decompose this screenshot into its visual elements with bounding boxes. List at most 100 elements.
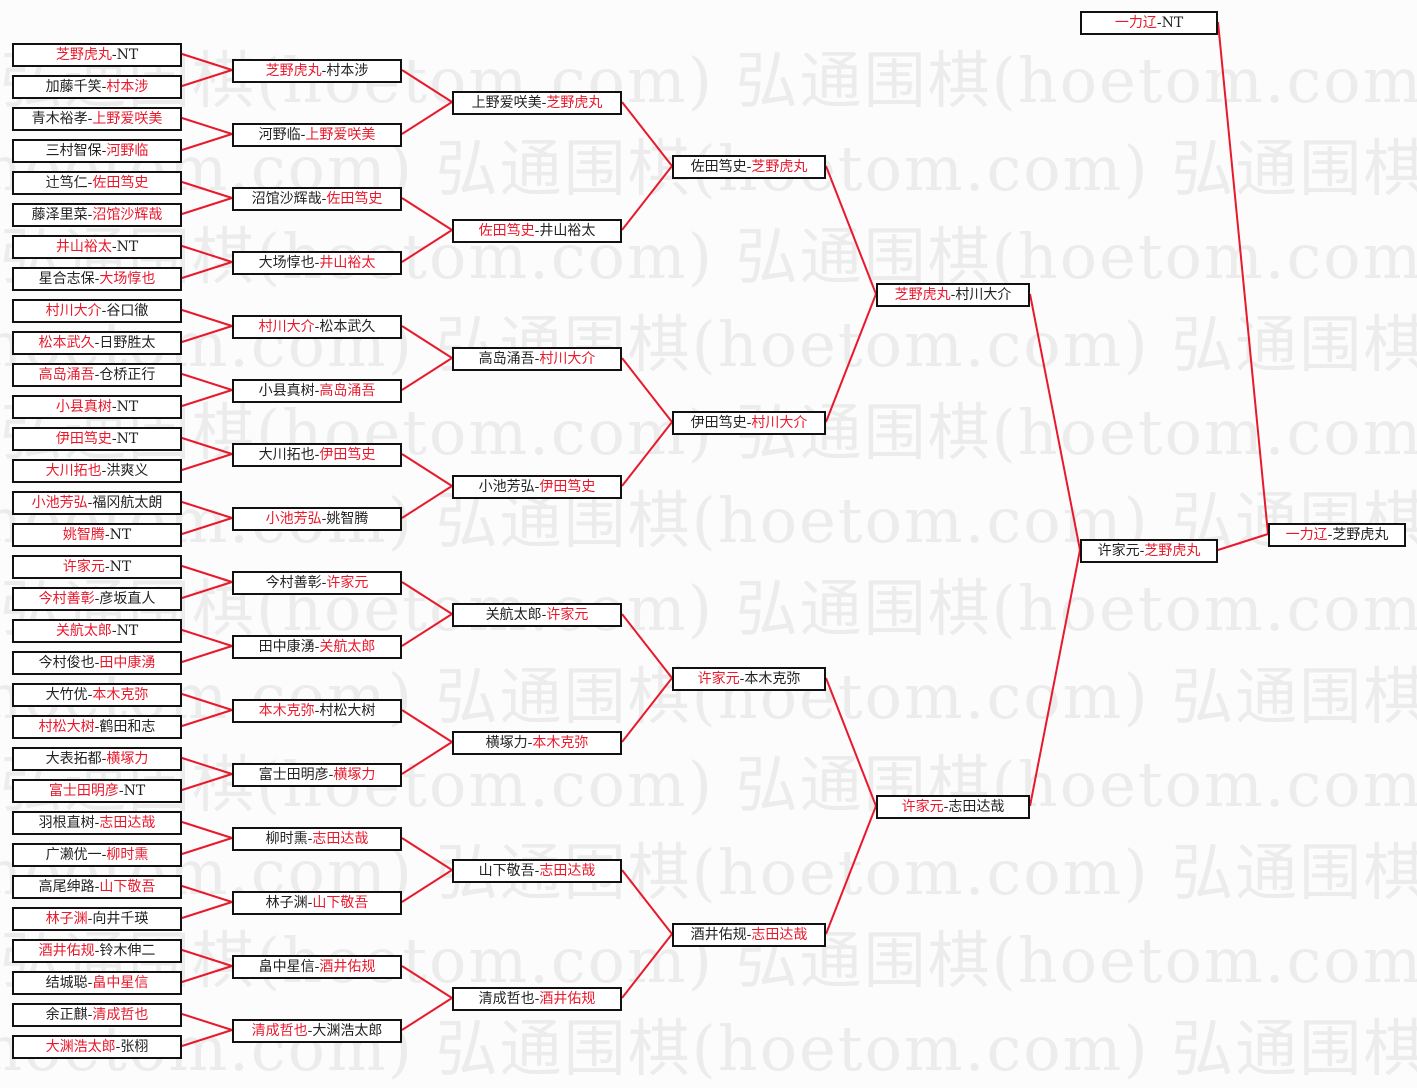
separator: - bbox=[87, 495, 93, 511]
player-name: 许家元 bbox=[901, 799, 944, 815]
player-name: 羽根直树 bbox=[38, 815, 95, 831]
connector-line bbox=[825, 677, 877, 807]
match-box-round-1: 松本武久 - 日野胜太 bbox=[12, 331, 182, 355]
player-name: 芝野虎丸 bbox=[1332, 527, 1389, 543]
player-name: 伊田笃史 bbox=[539, 479, 596, 495]
player-name: 村川大介 bbox=[955, 287, 1012, 303]
player-name: 福冈航太朗 bbox=[92, 495, 163, 511]
player-name: 芝野虎丸 bbox=[1144, 543, 1201, 559]
player-name: 畠中星信 bbox=[258, 959, 315, 975]
separator: - bbox=[314, 447, 320, 463]
separator: - bbox=[328, 767, 334, 783]
separator: - bbox=[94, 335, 100, 351]
separator: - bbox=[101, 143, 107, 159]
match-box-round-5: 许家元 - 志田达哉 bbox=[876, 795, 1030, 819]
player-name: 大川拓也 bbox=[258, 447, 315, 463]
connector-line bbox=[401, 997, 453, 1031]
player-name: 伊田笃史 bbox=[55, 431, 112, 447]
player-name: 一力辽 bbox=[1114, 15, 1157, 31]
separator: - bbox=[541, 607, 547, 623]
connector-line bbox=[401, 357, 453, 391]
player-name: 田中康湧 bbox=[258, 639, 315, 655]
separator: - bbox=[307, 895, 313, 911]
player-name: 小县真树 bbox=[258, 383, 315, 399]
player-name: 铃木伸二 bbox=[99, 943, 156, 959]
match-box-round-1: 羽根直树 - 志田达哉 bbox=[12, 811, 182, 835]
match-box-round-1: 高尾绅路 - 山下敬吾 bbox=[12, 875, 182, 899]
player-name: 河野临 bbox=[258, 127, 301, 143]
separator: - bbox=[314, 639, 320, 655]
player-name: 清成哲也 bbox=[251, 1023, 308, 1039]
player-name: 酒井佑规 bbox=[539, 991, 596, 1007]
separator: - bbox=[101, 847, 107, 863]
match-box-round-1: 广濑优一 - 柳时熏 bbox=[12, 843, 182, 867]
separator: - bbox=[1156, 15, 1162, 31]
player-name: NT bbox=[116, 623, 139, 639]
match-box-round-4: 伊田笃史 - 村川大介 bbox=[672, 411, 826, 435]
player-name: 辻笃仁 bbox=[45, 175, 88, 191]
player-name: 谷口徹 bbox=[106, 303, 149, 319]
separator: - bbox=[314, 255, 320, 271]
player-name: NT bbox=[109, 527, 132, 543]
separator: - bbox=[307, 831, 313, 847]
connector-line bbox=[401, 869, 453, 903]
match-box-round-1: 酒井佑规 - 铃木伸二 bbox=[12, 939, 182, 963]
player-name: 今村善彰 bbox=[265, 575, 322, 591]
match-box-round-2: 今村善彰 - 许家元 bbox=[232, 571, 402, 595]
connector-line bbox=[401, 229, 453, 263]
separator: - bbox=[1327, 527, 1333, 543]
player-name: 村川大介 bbox=[45, 303, 102, 319]
connector-line bbox=[181, 757, 233, 775]
match-box-round-3: 关航太郎 - 许家元 bbox=[452, 603, 622, 627]
player-name: 松本武久 bbox=[319, 319, 376, 335]
player-name: 村松大树 bbox=[38, 719, 95, 735]
player-name: 林子渊 bbox=[45, 911, 88, 927]
player-name: 星合志保 bbox=[38, 271, 95, 287]
player-name: 山下敬吾 bbox=[478, 863, 535, 879]
match-box-round-1: 富士田明彦 - NT bbox=[12, 779, 182, 803]
connector-line bbox=[181, 389, 233, 407]
player-name: 今村善彰 bbox=[38, 591, 95, 607]
match-box-round-1: 余正麒 - 清成哲也 bbox=[12, 1003, 182, 1027]
match-box-round-1: 小池芳弘 - 福冈航太朗 bbox=[12, 491, 182, 515]
player-name: 酒井佑规 bbox=[690, 927, 747, 943]
player-name: 本木克弥 bbox=[532, 735, 589, 751]
match-box-round-1: 高岛涌吾 - 仓桥正行 bbox=[12, 363, 182, 387]
player-name: 富士田明彦 bbox=[48, 783, 119, 799]
player-name: NT bbox=[116, 431, 139, 447]
separator: - bbox=[87, 1007, 93, 1023]
connector-line bbox=[181, 453, 233, 471]
player-name: 高岛涌吾 bbox=[478, 351, 535, 367]
match-box-round-1: 大渊浩太郎 - 张栩 bbox=[12, 1035, 182, 1059]
separator: - bbox=[534, 991, 540, 1007]
connector-line bbox=[181, 501, 233, 519]
connector-line bbox=[181, 821, 233, 839]
match-box-round-1: 今村善彰 - 彦坂直人 bbox=[12, 587, 182, 611]
player-name: 许家元 bbox=[546, 607, 589, 623]
player-name: 鹤田和志 bbox=[99, 719, 156, 735]
match-box-round-1: 芝野虎丸 - NT bbox=[12, 43, 182, 67]
match-box-round-1: 星合志保 - 大场惇也 bbox=[12, 267, 182, 291]
connector-line bbox=[181, 69, 233, 87]
match-box-round-3: 上野爱咲美 - 芝野虎丸 bbox=[452, 91, 622, 115]
player-name: 洪爽义 bbox=[106, 463, 149, 479]
player-name: 井山裕太 bbox=[539, 223, 596, 239]
player-name: 畠中星信 bbox=[92, 975, 149, 991]
separator: - bbox=[534, 479, 540, 495]
player-name: 酒井佑规 bbox=[319, 959, 376, 975]
connector-line bbox=[181, 1013, 233, 1031]
match-box-round-2: 大场惇也 - 井山裕太 bbox=[232, 251, 402, 275]
separator: - bbox=[94, 719, 100, 735]
player-name: 芝野虎丸 bbox=[55, 47, 112, 63]
player-name: 本木克弥 bbox=[92, 687, 149, 703]
separator: - bbox=[111, 399, 117, 415]
separator: - bbox=[101, 79, 107, 95]
player-name: 横塚力 bbox=[106, 751, 149, 767]
separator: - bbox=[746, 927, 752, 943]
connector-line bbox=[181, 437, 233, 455]
player-name: 佐田笃史 bbox=[92, 175, 149, 191]
match-box-round-1: 村川大介 - 谷口徹 bbox=[12, 299, 182, 323]
separator: - bbox=[94, 591, 100, 607]
connector-line bbox=[181, 261, 233, 279]
match-box-round-2: 富士田明彦 - 横塚力 bbox=[232, 763, 402, 787]
